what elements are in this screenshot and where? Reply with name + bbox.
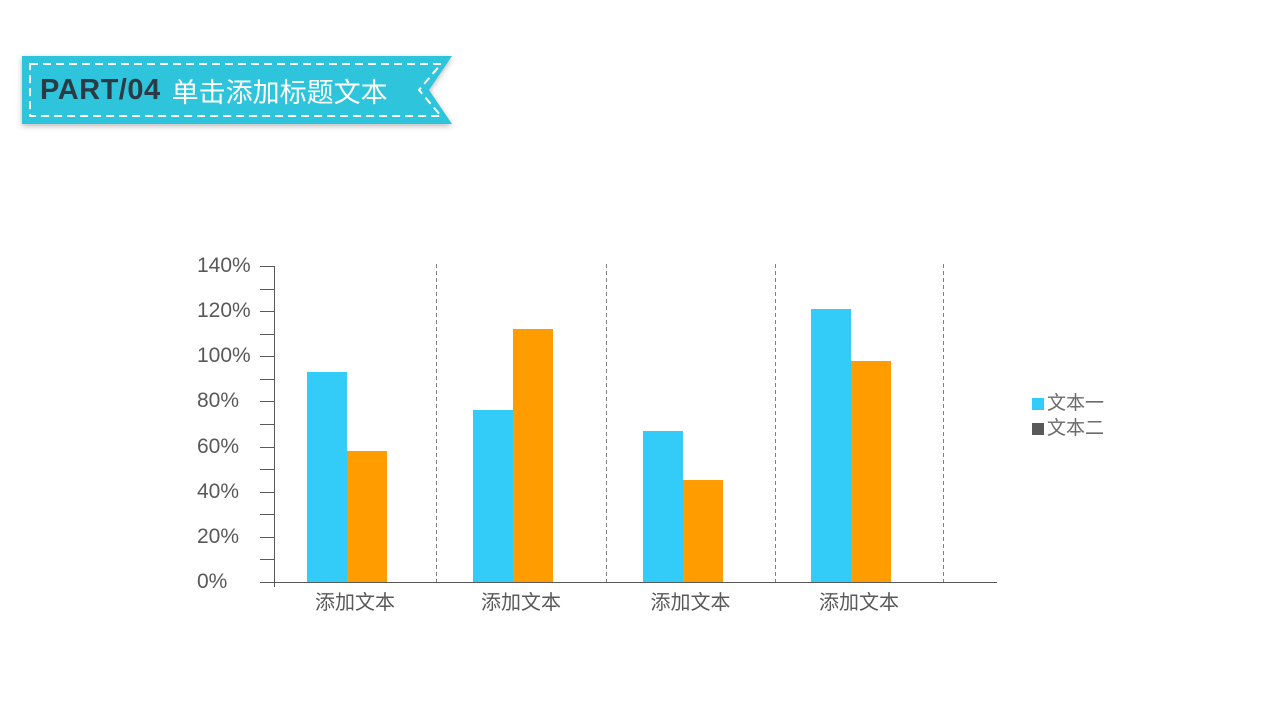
bar-series2-group3 — [682, 480, 723, 582]
y-axis-label: 0% — [197, 570, 228, 593]
y-axis-label: 100% — [197, 344, 251, 367]
y-axis-tick — [260, 447, 274, 448]
category-separator-line — [606, 264, 607, 582]
bar-series1-group4 — [811, 309, 851, 582]
header-ribbon: PART/04 单击添加标题文本 — [22, 56, 452, 124]
x-axis-line — [274, 582, 997, 583]
y-axis-tick — [260, 401, 274, 402]
page-title: 单击添加标题文本 — [171, 77, 388, 108]
y-axis-tick — [260, 311, 274, 312]
y-axis-label: 80% — [197, 389, 240, 412]
y-axis-label: 40% — [197, 480, 240, 503]
y-axis-label: 20% — [197, 525, 240, 548]
legend-label-series2: 文本二 — [1047, 418, 1105, 439]
bar-series1-group3 — [642, 431, 683, 582]
y-axis-label: 60% — [197, 435, 240, 458]
ribbon-banner-icon — [22, 56, 452, 124]
x-axis-category-label: 添加文本 — [481, 592, 561, 614]
category-separator-line — [943, 264, 944, 582]
y-axis-tick — [260, 379, 274, 380]
legend-item-series1: 文本一 — [1032, 391, 1104, 416]
y-axis-label: 140% — [197, 254, 251, 277]
bar-series2-group4 — [851, 361, 891, 582]
bar-series1-group2 — [473, 410, 513, 582]
bar-series1-group1 — [307, 372, 347, 582]
y-axis-tick — [260, 559, 274, 560]
y-axis-tick — [260, 537, 274, 538]
y-axis-label: 120% — [197, 299, 251, 322]
category-separator-line — [775, 264, 776, 582]
legend-item-series2: 文本二 — [1032, 416, 1104, 441]
y-axis-tick — [260, 582, 274, 583]
y-axis-tick — [260, 469, 274, 470]
bar-series2-group1 — [347, 451, 387, 582]
y-axis-tick — [260, 289, 274, 290]
category-separator-line — [436, 264, 437, 582]
y-axis-tick — [260, 424, 274, 425]
legend-label-series1: 文本一 — [1047, 393, 1105, 414]
legend-swatch-series2 — [1032, 422, 1044, 435]
header-text: PART/04 单击添加标题文本 — [40, 56, 388, 124]
part-number-label: PART/04 — [40, 73, 161, 106]
y-axis-tick — [260, 334, 274, 335]
y-axis-tick — [260, 356, 274, 357]
x-axis-category-label: 添加文本 — [315, 592, 395, 614]
x-axis-category-label: 添加文本 — [819, 592, 899, 614]
y-axis-tick — [260, 492, 274, 493]
y-axis-tick — [260, 514, 274, 515]
chart-legend: 文本一 文本二 — [1032, 391, 1104, 441]
x-axis-category-label: 添加文本 — [650, 592, 731, 614]
legend-swatch-series1 — [1032, 397, 1044, 410]
bar-series2-group2 — [513, 329, 553, 582]
y-axis-tick — [260, 266, 274, 267]
y-axis-line — [274, 266, 275, 587]
